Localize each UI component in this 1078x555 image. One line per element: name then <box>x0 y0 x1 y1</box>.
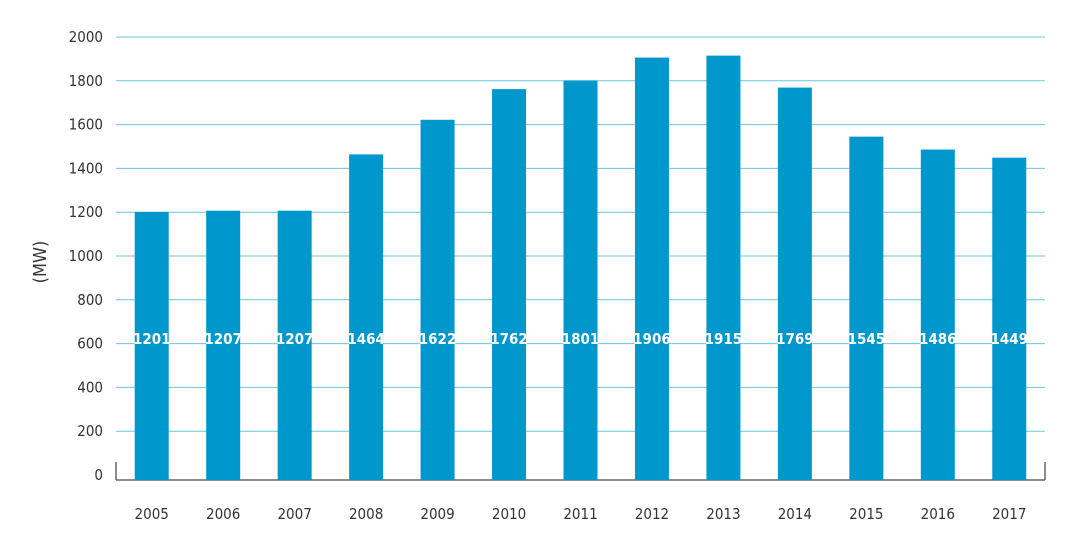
bar-2010 <box>492 89 527 480</box>
bar-2007 <box>277 210 312 481</box>
x-tick-labels: 2005 2006 2007 2008 2009 2010 2011 2012 2013 2014… <box>135 505 1027 523</box>
x-tick-label: 2007 <box>277 505 311 523</box>
x-tick-label: 2010 <box>492 505 526 523</box>
y-tick-label: 2000 <box>69 28 103 46</box>
data-label-2011: 1801 <box>562 330 600 348</box>
x-tick-label: 2008 <box>349 505 383 523</box>
data-label-2009: 1622 <box>419 330 457 348</box>
y-tick-label: 1000 <box>69 247 103 265</box>
data-label-2017: 1449 <box>990 330 1028 348</box>
bars <box>134 55 1027 481</box>
bar-2016 <box>920 149 955 481</box>
data-label-2013: 1915 <box>705 330 743 348</box>
x-tick-label: 2016 <box>921 505 955 523</box>
data-label-2015: 1545 <box>848 330 886 348</box>
y-tick-label: 1400 <box>69 159 103 177</box>
bar-2017 <box>992 157 1027 480</box>
x-tick-label: 2009 <box>420 505 454 523</box>
data-label-2006: 1207 <box>204 330 242 348</box>
data-label-2008: 1464 <box>347 330 385 348</box>
x-tick-label: 2017 <box>992 505 1026 523</box>
bar-2013 <box>706 55 741 481</box>
bar-2005 <box>134 211 169 480</box>
y-tick-label: 400 <box>77 378 103 396</box>
y-tick-labels: 0 200 400 600 800 1000 1200 1400 1600 1800 2000 <box>69 28 103 484</box>
x-tick-label: 2006 <box>206 505 240 523</box>
bar-2012 <box>634 57 669 480</box>
bar-2008 <box>349 154 384 480</box>
x-tick-label: 2013 <box>706 505 740 523</box>
bar-2011 <box>563 80 598 481</box>
y-tick-label: 200 <box>77 422 103 440</box>
data-label-2012: 1906 <box>633 330 671 348</box>
y-axis-title: (MW) <box>30 241 51 284</box>
x-tick-label: 2005 <box>135 505 169 523</box>
y-tick-label: 1200 <box>69 203 103 221</box>
bar-2006 <box>206 210 241 481</box>
x-tick-label: 2015 <box>849 505 883 523</box>
y-tick-label: 1600 <box>69 116 103 134</box>
data-label-2016: 1486 <box>919 330 957 348</box>
data-label-2010: 1762 <box>490 330 528 348</box>
x-tick-label: 2012 <box>635 505 669 523</box>
bar-2009 <box>420 119 455 481</box>
y-tick-label: 800 <box>77 291 103 309</box>
y-tick-label: 0 <box>94 466 103 484</box>
x-tick-label: 2014 <box>778 505 812 523</box>
data-label-2007: 1207 <box>276 330 314 348</box>
data-label-2005: 1201 <box>133 330 171 348</box>
data-label-2014: 1769 <box>776 330 814 348</box>
x-tick-label: 2011 <box>563 505 597 523</box>
bar-2014 <box>777 87 812 481</box>
y-tick-label: 1800 <box>69 72 103 90</box>
data-labels: 1201 1207 1207 1464 1622 1762 1801 1906 1915 1769… <box>133 330 1028 348</box>
y-tick-label: 600 <box>77 335 103 353</box>
bar-2015 <box>849 136 884 480</box>
